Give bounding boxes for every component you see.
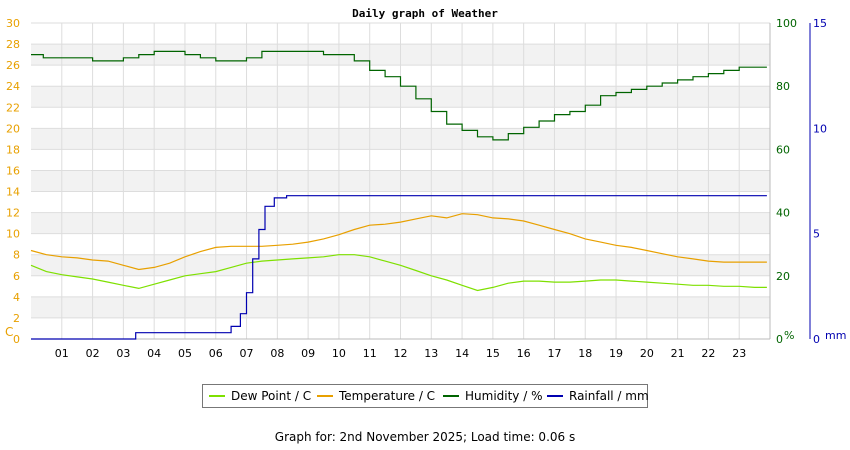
- series-lines: [30, 50, 767, 340]
- x-tick-label: 14: [455, 347, 469, 360]
- x-tick-label: 08: [270, 347, 284, 360]
- humidity-axis-unit: %: [784, 329, 794, 342]
- x-tick-label: 03: [116, 347, 130, 360]
- x-tick-label: 22: [701, 347, 715, 360]
- humidity-line: [31, 50, 767, 141]
- x-tick-label: 02: [86, 347, 100, 360]
- left-axis-tick-label: 18: [6, 143, 20, 156]
- rain-axis-tick-label: 10: [813, 122, 827, 135]
- legend-label-humidity: Humidity / %: [465, 389, 543, 403]
- x-tick-label: 13: [424, 347, 438, 360]
- left-axis-tick-label: 10: [6, 228, 20, 241]
- legend-swatch-temperature: [317, 394, 333, 397]
- left-axis-tick-label: 20: [6, 122, 20, 135]
- x-tick-label: 06: [209, 347, 223, 360]
- weather-chart: Daily graph of Weather 02468101214161820…: [5, 7, 847, 360]
- humidity-axis-tick-label: 60: [776, 143, 790, 156]
- legend-label-dew-point: Dew Point / C: [231, 389, 312, 403]
- legend-swatch-rainfall: [547, 394, 563, 397]
- humidity-axis-ticks: 0 20 40 60 80 100: [776, 17, 797, 346]
- legend-label-temperature: Temperature / C: [339, 389, 436, 403]
- legend: Dew Point / C Temperature / C Humidity /…: [202, 384, 649, 408]
- x-tick-label: 17: [547, 347, 561, 360]
- rain-axis-unit: mm: [825, 329, 846, 342]
- x-tick-label: 15: [486, 347, 500, 360]
- left-axis-tick-label: 6: [13, 270, 20, 283]
- left-axis-tick-label: 4: [13, 291, 20, 304]
- left-axis-tick-label: 24: [6, 80, 20, 93]
- rain-axis-tick-label: 0: [813, 333, 820, 346]
- rainfall-line: [31, 195, 767, 340]
- x-tick-label: 04: [147, 347, 161, 360]
- humidity-axis-tick-label: 40: [776, 207, 790, 220]
- x-tick-label: 16: [517, 347, 531, 360]
- x-tick-label: 05: [178, 347, 192, 360]
- left-axis-tick-label: 0: [13, 333, 20, 346]
- left-axis-tick-label: 30: [6, 17, 20, 30]
- x-tick-label: 21: [671, 347, 685, 360]
- x-tick-label: 10: [332, 347, 346, 360]
- rain-axis-tick-label: 5: [813, 228, 820, 241]
- x-tick-label: 19: [609, 347, 623, 360]
- humidity-axis-tick-label: 100: [776, 17, 797, 30]
- legend-item-humidity: Humidity / %: [443, 389, 542, 403]
- legend-swatch-humidity: [443, 394, 459, 397]
- x-tick-label: 09: [301, 347, 315, 360]
- grid-lines: [31, 22, 771, 340]
- x-tick-label: 01: [55, 347, 69, 360]
- legend-label-rainfall: Rainfall / mm: [569, 389, 649, 403]
- x-tick-label: 20: [640, 347, 654, 360]
- left-axis-tick-label: 16: [6, 164, 20, 177]
- x-tick-label: 07: [240, 347, 254, 360]
- x-axis-ticks: 01 02 03 04 05 06 07 08 09 10 11 12 13 14 15 16 17 18 19 20…: [55, 347, 746, 360]
- legend-item-dew-point: Dew Point / C: [209, 389, 311, 403]
- legend-item-temperature: Temperature / C: [317, 389, 435, 403]
- rain-axis-ticks: 0 5 10 15: [813, 17, 827, 346]
- x-tick-label: 11: [363, 347, 377, 360]
- dew-point-line: [30, 254, 767, 292]
- legend-swatch-dew-point: [209, 394, 225, 397]
- x-tick-label: 18: [578, 347, 592, 360]
- left-axis-tick-label: 26: [6, 59, 20, 72]
- left-axis-tick-label: 22: [6, 101, 20, 114]
- legend-item-rainfall: Rainfall / mm: [547, 389, 649, 403]
- left-axis-tick-label: 14: [6, 186, 20, 199]
- x-tick-label: 23: [732, 347, 746, 360]
- humidity-axis-tick-label: 80: [776, 80, 790, 93]
- rain-axis-tick-label: 15: [813, 17, 827, 30]
- left-axis-tick-label: 2: [13, 312, 20, 325]
- left-axis-tick-label: 8: [13, 249, 20, 262]
- chart-title: Daily graph of Weather: [352, 7, 498, 20]
- footer-info: Graph for: 2nd November 2025; Load time:…: [274, 430, 576, 444]
- humidity-axis-tick-label: 20: [776, 270, 790, 283]
- left-axis-tick-label: 28: [6, 38, 20, 51]
- x-tick-label: 12: [394, 347, 408, 360]
- left-axis-unit: C: [5, 325, 13, 339]
- temperature-line: [30, 213, 767, 271]
- humidity-axis-tick-label: 0: [776, 333, 783, 346]
- left-axis-tick-label: 12: [6, 207, 20, 220]
